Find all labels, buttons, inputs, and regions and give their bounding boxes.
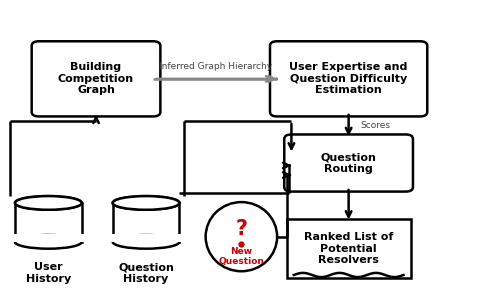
Ellipse shape: [15, 235, 82, 249]
Text: ?: ?: [235, 219, 248, 239]
Ellipse shape: [206, 202, 277, 271]
Text: Building
Competition
Graph: Building Competition Graph: [58, 62, 134, 95]
Text: Question
History: Question History: [118, 262, 174, 284]
Bar: [12, 233, 84, 242]
Text: Scores: Scores: [360, 121, 391, 130]
Ellipse shape: [113, 196, 179, 210]
Text: Inferred Graph Hierarchy: Inferred Graph Hierarchy: [159, 62, 272, 71]
Ellipse shape: [15, 196, 82, 210]
Bar: [110, 233, 182, 242]
Ellipse shape: [113, 196, 179, 210]
Ellipse shape: [15, 196, 82, 210]
Bar: [289, 272, 408, 277]
FancyBboxPatch shape: [32, 41, 160, 117]
Text: Ranked List of
Potential
Resolvers: Ranked List of Potential Resolvers: [304, 232, 393, 265]
FancyBboxPatch shape: [270, 41, 427, 117]
Text: User Expertise and
Question Difficulty
Estimation: User Expertise and Question Difficulty E…: [290, 62, 408, 95]
Text: User
History: User History: [26, 262, 71, 284]
FancyBboxPatch shape: [287, 219, 411, 278]
Bar: [15, 203, 82, 242]
Bar: [113, 203, 179, 242]
FancyBboxPatch shape: [284, 134, 413, 191]
Ellipse shape: [113, 235, 179, 249]
Text: New
Question: New Question: [218, 246, 264, 266]
Text: Question
Routing: Question Routing: [321, 152, 377, 174]
